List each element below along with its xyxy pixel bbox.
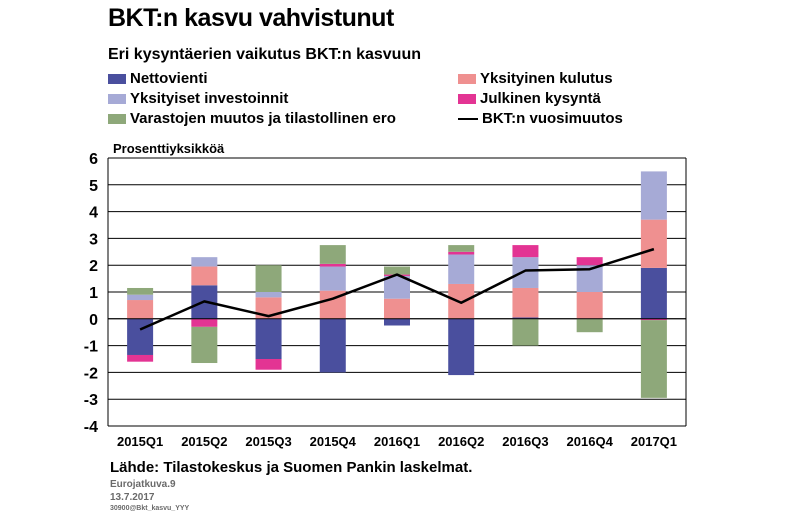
bar-yksityiset_investoinnit — [384, 275, 410, 299]
legend-swatch-yksityiset-investoinnit — [108, 93, 126, 104]
bar-julkinen_kysynta — [191, 318, 218, 327]
y-tick-label: 0 — [89, 312, 98, 329]
chart-subtitle: Eri kysyntäerien vaikutus BKT:n kasvuun — [108, 46, 421, 63]
bar-varastojen_muutos — [512, 318, 539, 346]
bar-yksityiset_investoinnit — [191, 257, 218, 267]
y-axis-label: Prosenttiyksikköä — [113, 141, 225, 156]
x-tick-label: 2016Q3 — [502, 434, 548, 449]
legend-swatch-yksityinen-kulutus — [458, 73, 476, 84]
legend-label-nettovienti: Nettovienti — [130, 70, 208, 87]
bar-nettovienti — [319, 318, 346, 373]
bar-yksityiset_investoinnit — [640, 171, 667, 220]
chart-date: 13.7.2017 — [110, 492, 155, 503]
bar-julkinen_kysynta — [512, 245, 539, 258]
bar-yksityiset_investoinnit — [255, 292, 282, 298]
chart-code: 30900@Bkt_kasvu_YYY — [110, 505, 190, 512]
y-tick-label: -1 — [84, 339, 98, 356]
bar-varastojen_muutos — [191, 326, 218, 364]
y-tick-label: -4 — [84, 419, 98, 436]
bar-julkinen_kysynta — [127, 354, 154, 362]
bar-nettovienti — [255, 318, 282, 359]
legend-item-bkt-vuosimuutos: BKT:n vuosimuutos — [458, 110, 623, 127]
bar-yksityiset_investoinnit — [127, 294, 154, 301]
legend-swatch-bkt-vuosimuutos — [458, 117, 478, 120]
legend-label-varastojen-muutos: Varastojen muutos ja tilastollinen ero — [130, 110, 396, 127]
bar-julkinen_kysynta — [640, 318, 667, 321]
bar-yksityinen_kulutus — [512, 287, 539, 318]
legend-swatch-nettovienti — [108, 73, 126, 84]
x-tick-label: 2015Q3 — [245, 434, 291, 449]
bar-varastojen_muutos — [576, 318, 603, 333]
bar-varastojen_muutos — [127, 287, 154, 295]
legend-item-nettovienti: Nettovienti — [108, 70, 208, 87]
bar-yksityinen_kulutus — [384, 298, 410, 319]
chart-title: BKT:n kasvu vahvistunut — [108, 4, 394, 32]
bar-nettovienti — [640, 267, 667, 319]
chart-series-id: Eurojatkuva.9 — [110, 479, 176, 490]
bar-yksityiset_investoinnit — [319, 266, 346, 291]
bar-nettovienti — [512, 317, 539, 319]
bar-yksityinen_kulutus — [127, 300, 154, 319]
legend-label-julkinen-kysynta: Julkinen kysyntä — [480, 90, 601, 107]
bar-julkinen_kysynta — [448, 251, 475, 255]
line-bkt_vuosimuutos — [139, 247, 655, 331]
bar-nettovienti — [448, 318, 475, 376]
y-tick-label: 2 — [89, 258, 98, 275]
y-tick-label: 1 — [89, 285, 98, 302]
x-tick-label: 2016Q2 — [438, 434, 484, 449]
legend-item-varastojen-muutos: Varastojen muutos ja tilastollinen ero — [108, 110, 396, 127]
legend-swatch-julkinen-kysynta — [458, 93, 476, 104]
x-tick-label: 2015Q2 — [181, 434, 227, 449]
legend-item-yksityinen-kulutus: Yksityinen kulutus — [458, 70, 613, 87]
y-tick-label: -2 — [84, 365, 98, 382]
bar-varastojen_muutos — [255, 265, 282, 292]
bar-varastojen_muutos — [384, 266, 410, 275]
x-tick-label: 2015Q1 — [117, 434, 163, 449]
legend-label-yksityinen-kulutus: Yksityinen kulutus — [480, 70, 613, 87]
x-tick-label: 2017Q1 — [631, 434, 677, 449]
legend-item-yksityiset-investoinnit: Yksityiset investoinnit — [108, 90, 288, 107]
bar-yksityiset_investoinnit — [512, 257, 539, 288]
bar-yksityiset_investoinnit — [448, 254, 475, 284]
legend-item-julkinen-kysynta: Julkinen kysyntä — [458, 90, 601, 107]
y-tick-label: 3 — [89, 231, 98, 248]
bar-varastojen_muutos — [319, 245, 346, 264]
source-note: Lähde: Tilastokeskus ja Suomen Pankin la… — [110, 459, 473, 476]
bar-julkinen_kysynta — [576, 257, 603, 266]
bar-varastojen_muutos — [448, 245, 475, 252]
bar-yksityinen_kulutus — [576, 292, 603, 319]
bar-julkinen_kysynta — [255, 359, 282, 370]
y-tick-label: 4 — [89, 205, 98, 222]
bar-nettovienti — [384, 318, 410, 326]
y-tick-label: 5 — [89, 178, 98, 195]
bar-varastojen_muutos — [640, 320, 667, 398]
bar-yksityinen_kulutus — [191, 266, 218, 286]
bar-yksityinen_kulutus — [640, 219, 667, 268]
y-tick-label: -3 — [84, 392, 98, 409]
bar-julkinen_kysynta — [319, 263, 346, 267]
y-tick-label: 6 — [89, 151, 98, 168]
x-tick-label: 2015Q4 — [310, 434, 357, 449]
legend-swatch-varastojen-muutos — [108, 113, 126, 124]
legend-label-yksityiset-investoinnit: Yksityiset investoinnit — [130, 90, 289, 107]
x-tick-label: 2016Q4 — [567, 434, 614, 449]
legend-label-bkt-vuosimuutos: BKT:n vuosimuutos — [482, 110, 623, 127]
x-tick-label: 2016Q1 — [374, 434, 420, 449]
